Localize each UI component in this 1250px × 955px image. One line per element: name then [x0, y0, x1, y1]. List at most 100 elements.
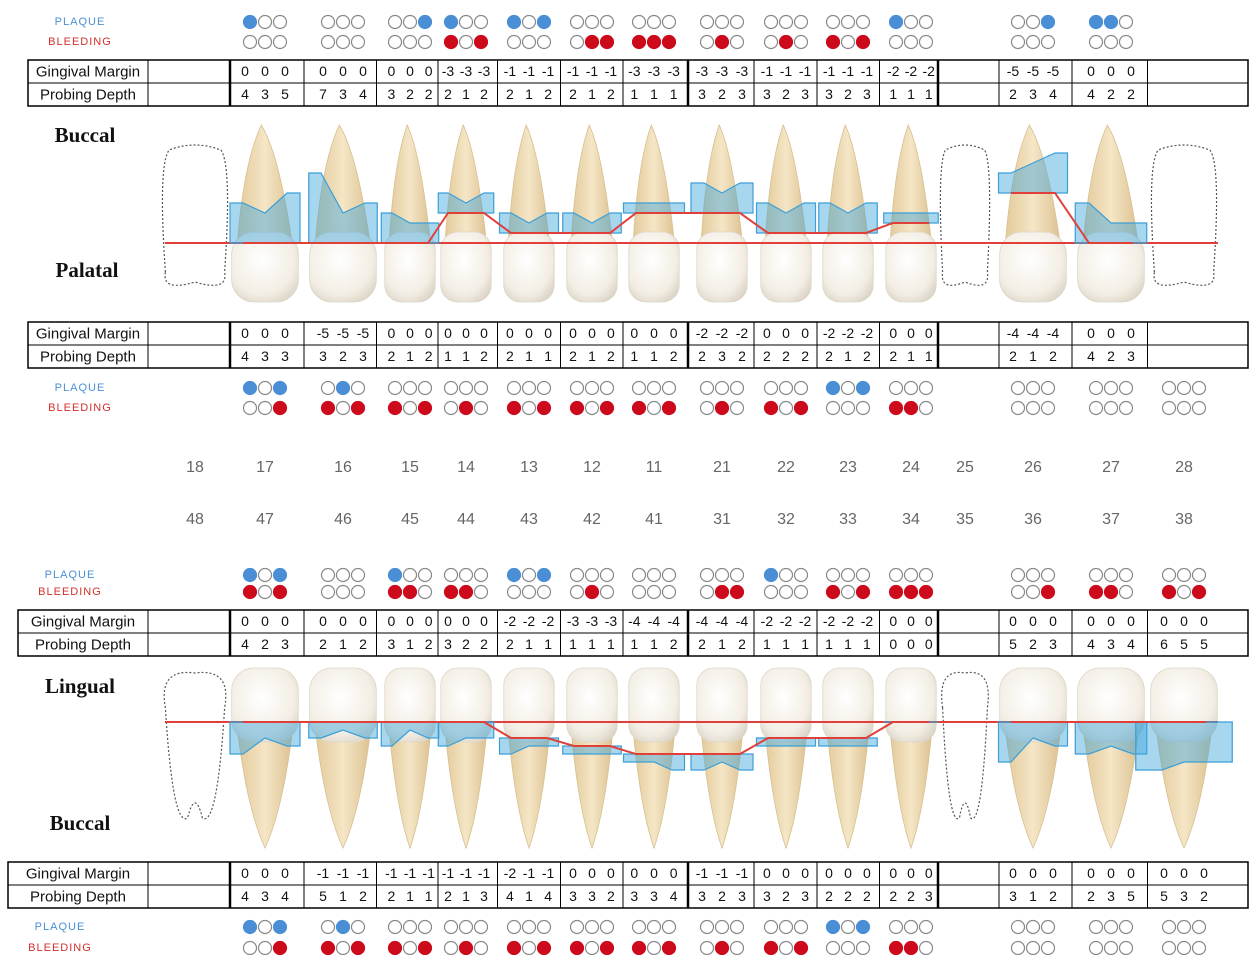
tooth-number: 28: [1175, 459, 1193, 476]
bleeding-site: [648, 942, 661, 955]
plaque-site: [1012, 16, 1025, 29]
bleeding-site: [586, 402, 599, 415]
plaque-site: [920, 569, 933, 582]
probing-depth-value: 2: [607, 348, 615, 364]
probing-depth-value: 3: [261, 888, 269, 904]
probing-depth-value: 0: [907, 636, 915, 652]
plaque-site: [1193, 569, 1206, 582]
gingival-margin-value: 0: [261, 325, 269, 341]
probing-depth-value: 4: [281, 888, 289, 904]
bleeding-site: [1163, 586, 1176, 599]
plaque-site: [1027, 569, 1040, 582]
probing-depth-value: 2: [444, 86, 452, 102]
probing-depth-value: 1: [630, 348, 638, 364]
bleeding-site: [795, 402, 808, 415]
plaque-site: [857, 921, 870, 934]
plaque-site: [419, 16, 432, 29]
probing-depth-value: 2: [359, 888, 367, 904]
gingival-margin-value: -5: [357, 325, 370, 341]
probing-depth-value: 2: [863, 348, 871, 364]
probing-depth-value: 3: [925, 888, 933, 904]
gingival-margin-value: 0: [630, 865, 638, 881]
gingival-margin-value: 0: [406, 613, 414, 629]
bleeding-site: [1120, 942, 1133, 955]
bleeding-site: [731, 586, 744, 599]
probing-depth-value: 1: [630, 636, 638, 652]
gingival-margin-value: 0: [588, 865, 596, 881]
gingival-margin-value: -3: [736, 63, 749, 79]
probing-depth-value: 0: [925, 636, 933, 652]
probing-depth-value: 2: [319, 636, 327, 652]
plaque-site: [842, 569, 855, 582]
plaque-site: [857, 382, 870, 395]
bleeding-site: [1090, 402, 1103, 415]
gingival-margin-value: -1: [385, 865, 398, 881]
gingival-margin-value: 0: [1160, 865, 1168, 881]
plaque-site: [1027, 16, 1040, 29]
probing-depth-value: 2: [387, 888, 395, 904]
bleeding-site: [765, 586, 778, 599]
plaque-site: [352, 921, 365, 934]
section-title: Buccal: [55, 123, 116, 147]
plaque-site: [905, 16, 918, 29]
tooth-number: 38: [1175, 511, 1193, 528]
probing-depth-value: 3: [339, 86, 347, 102]
gingival-margin-value: 0: [801, 325, 809, 341]
gingival-margin-value: -3: [696, 63, 709, 79]
plaque-site: [1105, 16, 1118, 29]
bleeding-site: [1027, 36, 1040, 49]
gingival-margin-value: 0: [1087, 865, 1095, 881]
bleeding-site: [827, 942, 840, 955]
plaque-site: [1105, 382, 1118, 395]
bleeding-site: [419, 36, 432, 49]
bleeding-site: [571, 586, 584, 599]
plaque-site: [352, 382, 365, 395]
gingival-margin-value: -1: [799, 63, 812, 79]
gingival-margin-value: 0: [763, 865, 771, 881]
plaque-site: [337, 569, 350, 582]
gingival-margin-value: -3: [716, 63, 729, 79]
probing-depth-value: 4: [506, 888, 514, 904]
probing-depth-value: 1: [907, 348, 915, 364]
tooth-number: 44: [457, 511, 475, 528]
bleeding-site: [795, 586, 808, 599]
plaque-site: [765, 382, 778, 395]
bleeding-site: [701, 402, 714, 415]
bleeding-site: [920, 402, 933, 415]
gingival-margin-value: -1: [478, 865, 491, 881]
bleeding-site: [337, 586, 350, 599]
plaque-site: [523, 16, 536, 29]
bleeding-site: [404, 942, 417, 955]
bleeding-site: [716, 586, 729, 599]
tooth-root: [633, 725, 676, 848]
gingival-margin-value: 0: [863, 865, 871, 881]
bleeding-site: [538, 942, 551, 955]
plaque-site: [1105, 569, 1118, 582]
tooth-root: [315, 725, 371, 848]
bleeding-site: [571, 402, 584, 415]
bleeding-site: [1105, 36, 1118, 49]
probing-depth-value: 1: [425, 888, 433, 904]
bleeding-site: [633, 402, 646, 415]
probing-depth-value: 1: [801, 636, 809, 652]
gingival-margin-value: -1: [823, 63, 836, 79]
probing-depth-value: 3: [698, 86, 706, 102]
tooth-number: 25: [956, 459, 974, 476]
probing-depth-value: 3: [1127, 348, 1135, 364]
bleeding-site: [389, 402, 402, 415]
gingival-margin-value: 0: [670, 325, 678, 341]
bleeding-site: [701, 36, 714, 49]
gingival-margin-value: 0: [406, 325, 414, 341]
probing-depth-value: 2: [506, 636, 514, 652]
probing-depth-value: 1: [569, 636, 577, 652]
tooth-number: 11: [646, 459, 663, 476]
plaque-site: [274, 569, 287, 582]
gingival-margin-value: 0: [889, 613, 897, 629]
probing-depth-value: 3: [825, 86, 833, 102]
bleeding-site: [274, 402, 287, 415]
gingival-margin-value: 0: [889, 865, 897, 881]
probing-depth-value: 1: [339, 636, 347, 652]
bleeding-site: [1012, 402, 1025, 415]
bleeding-site: [795, 36, 808, 49]
gingival-margin-value: -3: [442, 63, 455, 79]
